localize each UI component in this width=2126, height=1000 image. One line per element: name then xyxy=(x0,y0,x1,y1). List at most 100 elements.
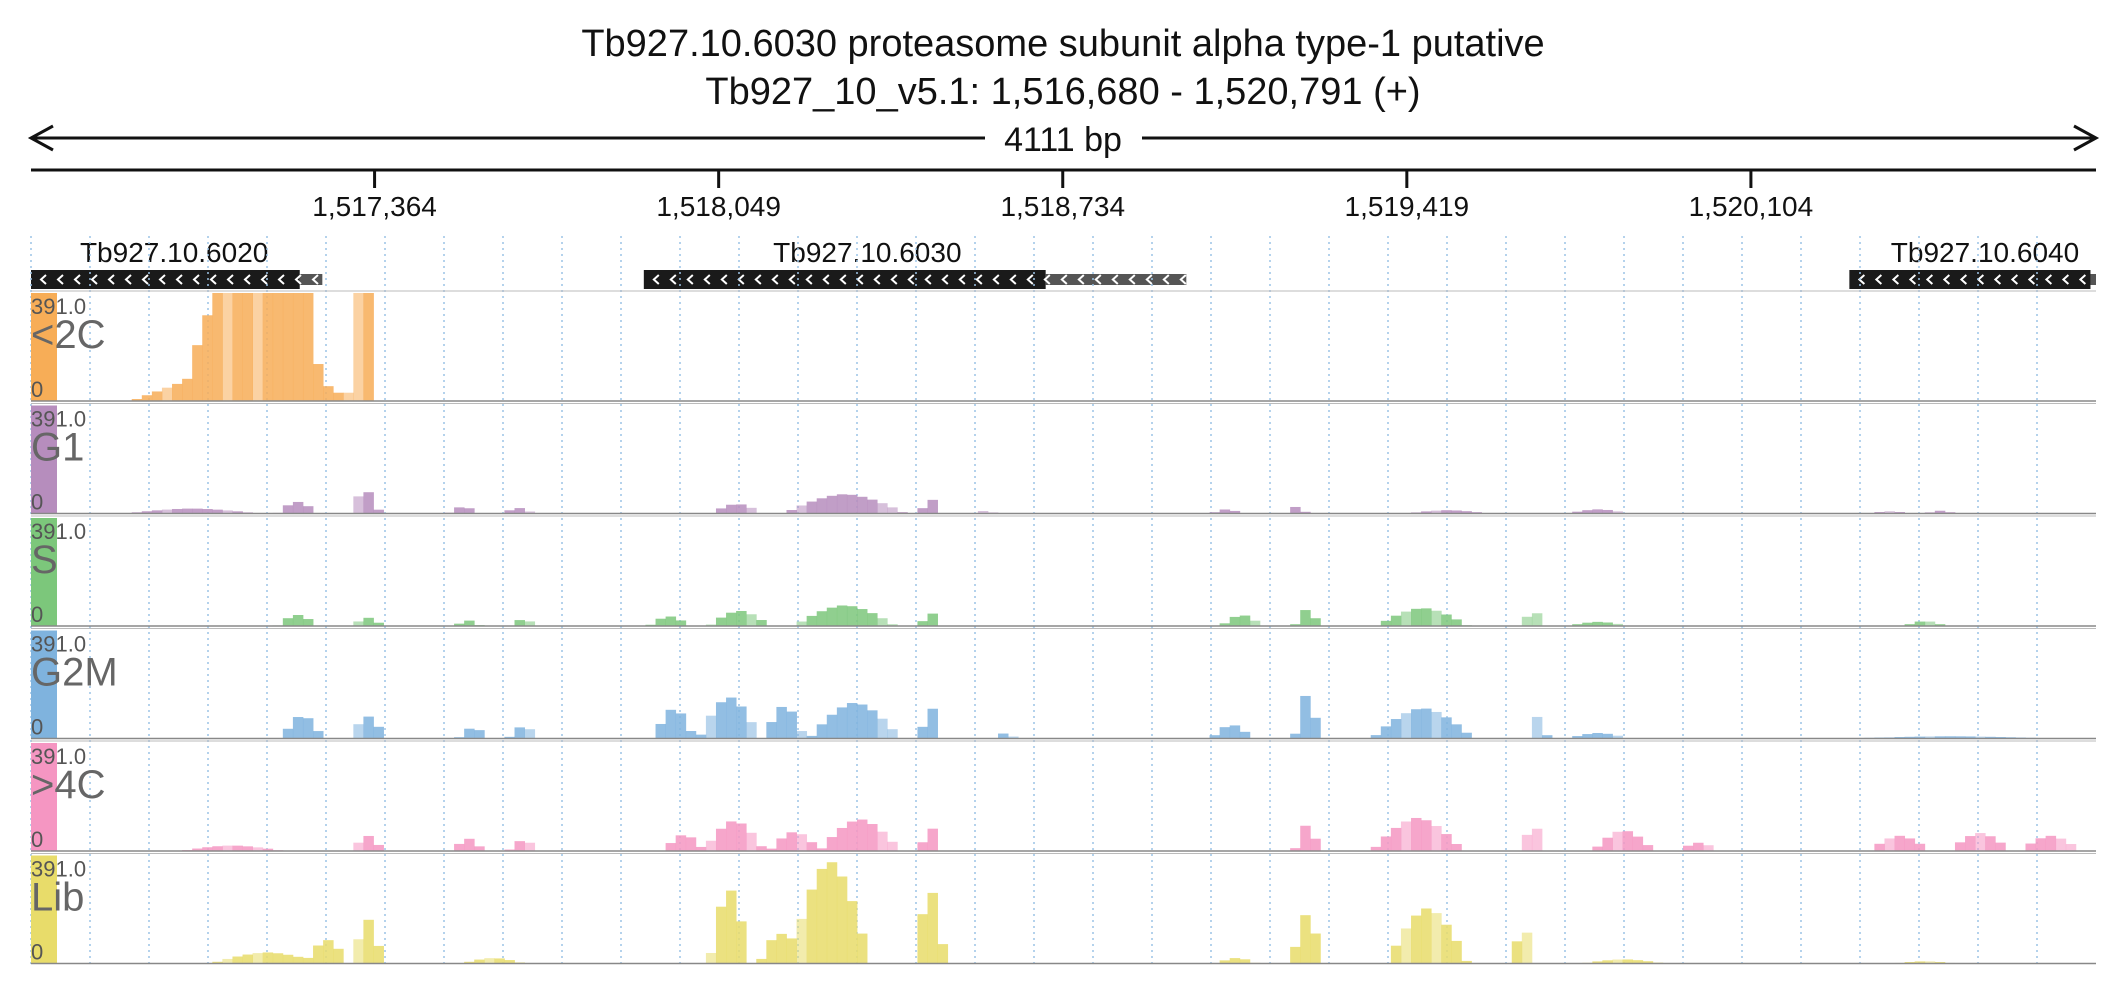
y-min-label: 0 xyxy=(31,377,43,402)
coverage-bar xyxy=(1249,620,1261,626)
coverage-bar xyxy=(1219,727,1231,739)
coverage-bar xyxy=(736,504,747,514)
coverage-bar xyxy=(846,494,858,514)
coverage-bar xyxy=(1602,733,1613,739)
coverage-bar xyxy=(313,364,324,401)
coverage-bar xyxy=(1451,843,1462,851)
coverage-bar xyxy=(867,613,878,626)
coverage-bar xyxy=(292,615,304,626)
coverage-bar xyxy=(302,619,314,626)
coverage-bar xyxy=(1310,838,1321,851)
track-name: S xyxy=(31,538,58,582)
coverage-bar xyxy=(1390,615,1402,626)
coverage-bar xyxy=(877,503,888,514)
coverage-bar xyxy=(1521,616,1533,626)
coverage-bar xyxy=(1572,624,1583,626)
coverage-bar xyxy=(454,843,465,851)
coverage-bar xyxy=(302,718,314,739)
strand-chevron xyxy=(992,274,1000,285)
coverage-bar xyxy=(1290,848,1301,851)
coverage-bar xyxy=(726,697,737,739)
y-max-label: 391.0 xyxy=(31,294,86,319)
coverage-bar xyxy=(474,846,485,851)
coverage-bar xyxy=(2045,835,2057,851)
coverage-bar xyxy=(887,624,898,626)
coverage-bar xyxy=(826,607,838,626)
coverage-bar xyxy=(1390,719,1402,739)
coverage-bar xyxy=(1874,843,1885,851)
coverage-bar xyxy=(1229,725,1241,739)
coverage-bar xyxy=(323,940,334,964)
coverage-bar xyxy=(927,613,938,626)
strand-chevron xyxy=(158,274,166,285)
coverage-bar xyxy=(1239,731,1251,739)
strand-chevron xyxy=(839,274,847,285)
coverage-bar xyxy=(1370,735,1382,739)
coverage-bar xyxy=(1914,843,1926,851)
coverage-bar xyxy=(927,828,938,851)
coverage-bar xyxy=(705,715,717,739)
coverage-bar xyxy=(826,714,838,739)
strand-chevron xyxy=(754,274,762,285)
coverage-bar xyxy=(1390,945,1402,964)
coverage-bar xyxy=(1229,510,1241,514)
strand-chevron xyxy=(1874,274,1883,285)
coverage-bar xyxy=(846,703,858,739)
coverage-bar xyxy=(1965,736,1976,739)
coverage-bar xyxy=(857,933,868,964)
coverage-bar xyxy=(373,726,384,739)
coverage-bar xyxy=(1290,624,1301,626)
strand-chevron xyxy=(771,274,779,285)
coverage-bar xyxy=(373,622,384,626)
coverage-bar xyxy=(867,824,878,851)
strand-chevron xyxy=(941,274,949,285)
coverage-bar xyxy=(172,508,183,514)
coverage-bar xyxy=(1008,736,1019,739)
coverage-bar xyxy=(675,713,687,739)
y-max-label: 391.0 xyxy=(31,857,86,882)
coverage-bar xyxy=(1451,619,1462,626)
coverage-bar xyxy=(1431,913,1442,964)
strand-chevron xyxy=(107,274,115,285)
coverage-bar xyxy=(1411,915,1422,964)
coverage-bar xyxy=(1944,736,1956,739)
coverage-bar xyxy=(484,958,495,964)
coverage-bar xyxy=(816,498,828,514)
coverage-bar xyxy=(1461,960,1472,964)
strand-chevron xyxy=(822,274,830,285)
coverage-bar xyxy=(816,724,828,739)
strand-chevron xyxy=(311,274,319,285)
coverage-bar xyxy=(1934,736,1946,739)
strand-chevron xyxy=(975,274,983,285)
coverage-bar xyxy=(524,729,536,739)
strand-chevron xyxy=(890,274,898,285)
strand-chevron xyxy=(924,274,932,285)
coverage-bar xyxy=(715,617,727,626)
coverage-bar xyxy=(1602,960,1613,964)
strand-chevron xyxy=(1145,274,1153,285)
coverage-bar xyxy=(172,383,183,401)
strand-chevron xyxy=(669,274,677,285)
coverage-bar xyxy=(887,841,898,851)
coverage-bar xyxy=(796,621,808,626)
strand-chevron xyxy=(686,274,694,285)
coverage-bar xyxy=(1441,614,1452,626)
coverage-bar xyxy=(756,620,767,626)
coverage-bar xyxy=(1310,933,1321,964)
coverage-bar xyxy=(141,395,153,401)
coverage-bar xyxy=(373,945,384,964)
coverage-bar xyxy=(1229,958,1241,964)
coverage-bar xyxy=(222,958,233,964)
strand-chevron xyxy=(703,274,711,285)
coverage-bar xyxy=(353,621,364,626)
coverage-bar xyxy=(1421,908,1432,964)
strand-chevron xyxy=(294,274,302,285)
coverage-bar xyxy=(464,961,475,964)
coverage-bar xyxy=(302,293,314,401)
coverage-bar xyxy=(806,615,818,626)
coverage-bar xyxy=(464,728,475,739)
coverage-bar xyxy=(1975,736,1986,739)
coverage-bar xyxy=(1290,946,1301,964)
chart-subtitle: Tb927_10_v5.1: 1,516,680 - 1,520,791 (+) xyxy=(705,71,1421,113)
strand-chevron xyxy=(1043,274,1051,285)
